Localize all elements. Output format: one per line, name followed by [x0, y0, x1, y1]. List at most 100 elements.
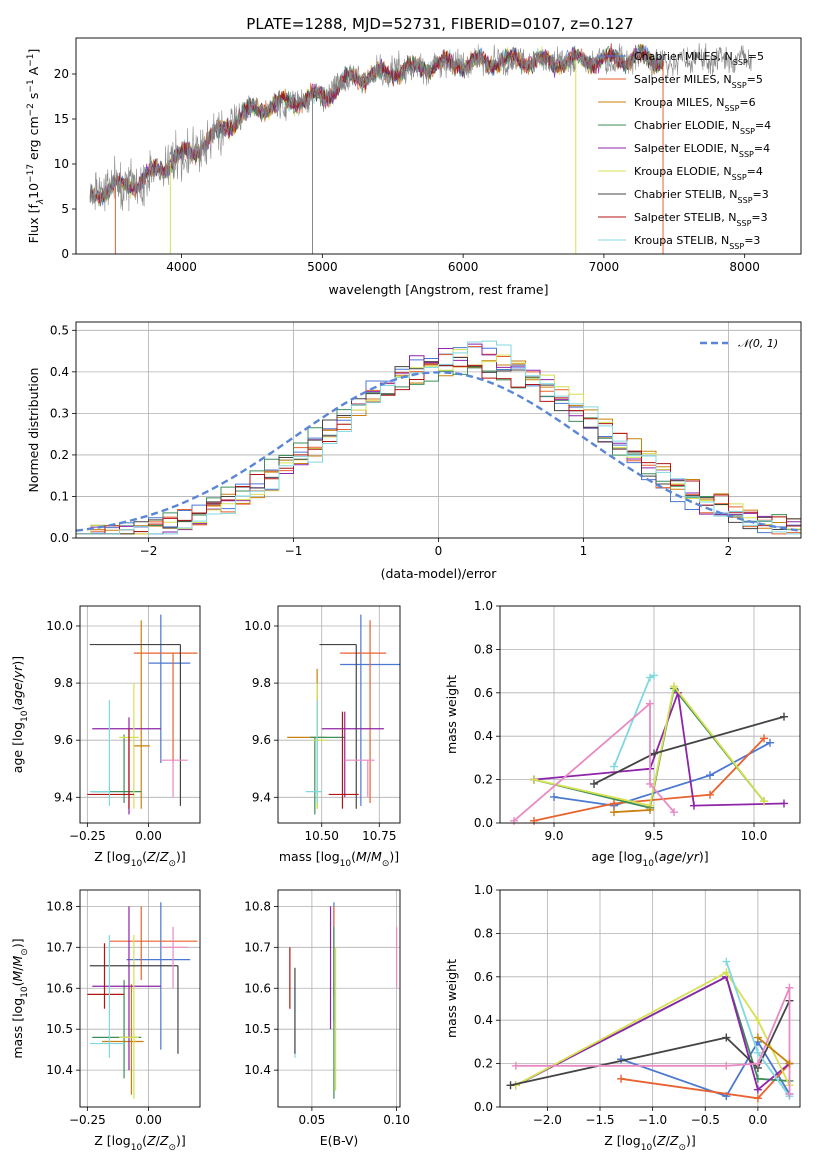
mass-weight-marker — [753, 1059, 762, 1068]
y-tick-label: 0.8 — [474, 926, 493, 940]
legend-entry: Chabrier STELIB, NSSP=3 — [634, 188, 769, 205]
y-tick-label: 10.6 — [46, 981, 73, 995]
x-tick-label: 10.50 — [305, 829, 339, 843]
mass_vs_Z-x-axis-label: Z [log10(Z/Z⊙)] — [94, 1133, 186, 1153]
y-tick-label: 0.1 — [50, 489, 69, 503]
y-tick-label: 0.5 — [50, 323, 69, 337]
mass-weight-marker — [510, 816, 518, 825]
mass_vs_Z-y-axis-label: mass [log10(M/M⊙)] — [10, 938, 30, 1058]
x-tick-label: 9.0 — [544, 829, 563, 843]
weight_vs_age-panel: 9.0 9.5 10.0 0.0 0.2 0.4 0.6 0.8 1.0 age [log10(a… — [444, 599, 801, 869]
y-tick-label: 10 — [54, 157, 69, 171]
y-tick-label: 0.2 — [474, 773, 493, 787]
axes-frame — [79, 605, 201, 824]
mass-weight-marker — [617, 1074, 626, 1083]
y-tick-label: 9.6 — [54, 733, 73, 747]
x-tick-label: 0.0 — [748, 1113, 767, 1127]
x-tick-label: 1 — [580, 544, 588, 558]
x-tick-label: 0.10 — [383, 1113, 410, 1127]
weight_vs_Z-panel: −2.0 −1.5 −1.0 −0.5 0.0 0.0 0.2 0.4 0.6 0.8 1.0 Z [… — [444, 883, 801, 1153]
y-tick-label: 5 — [61, 202, 69, 216]
y-tick-label: 0.3 — [50, 406, 69, 420]
age_vs_Z-y-axis-label: age [log10(age/yr)] — [10, 656, 30, 773]
spectrum-y-axis-label: Flux [fλ10−17 erg cm−2 s−1 A−1] — [26, 49, 46, 244]
x-tick-label: −1.5 — [585, 1113, 614, 1127]
mass-weight-line — [613, 674, 655, 767]
x-tick-label: −0.25 — [69, 1113, 106, 1127]
y-tick-label: 9.8 — [54, 676, 73, 690]
age_vs_Z-x-axis-label: Z [log10(Z/Z⊙)] — [94, 849, 186, 869]
legend-entry: Kroupa ELODIE, NSSP=4 — [634, 165, 763, 182]
mass-weight-marker — [610, 808, 618, 817]
mass-weight-marker — [722, 1061, 731, 1070]
y-tick-label: 0.6 — [474, 686, 493, 700]
residual-y-axis-label: Normed distribution — [26, 368, 41, 493]
y-tick-label: 0.6 — [474, 970, 493, 984]
mass-weight-line — [553, 741, 771, 807]
y-tick-label: 9.8 — [252, 676, 271, 690]
y-tick-label: 0.0 — [474, 1100, 493, 1114]
age_vs_mass-panel: 10.50 10.75 9.4 9.6 9.8 10.0 mass [log10(M/M⊙)… — [244, 605, 401, 869]
axes-frame — [75, 37, 802, 255]
spectrum-panel: 4000 5000 6000 7000 8000 0 5 10 15 20 wavelength [… — [26, 37, 802, 297]
y-tick-label: 15 — [54, 112, 69, 126]
mass-weight-marker — [753, 1033, 762, 1042]
mass-weight-marker — [760, 734, 768, 743]
legend-entry: Chabrier MILES, NSSP=5 — [634, 50, 764, 67]
y-tick-label: 10.8 — [244, 899, 271, 913]
y-tick-label: 10.4 — [244, 1063, 271, 1077]
y-tick-label: 20 — [54, 67, 69, 81]
x-tick-label: 0.00 — [135, 1113, 162, 1127]
y-tick-label: 10.8 — [46, 899, 73, 913]
y-tick-label: 1.0 — [474, 883, 493, 897]
weight_vs_Z-y-axis-label: mass weight — [444, 959, 459, 1038]
x-tick-label: 6000 — [448, 260, 479, 274]
age_vs_Z-panel: −0.25 0.00 9.4 9.6 9.8 10.0 Z [log10(Z/Z⊙)] age… — [10, 605, 201, 869]
x-tick-label: 10.75 — [362, 829, 396, 843]
mass-weight-marker — [785, 1059, 794, 1068]
y-tick-label: 0.2 — [474, 1057, 493, 1071]
x-tick-label: −2 — [140, 544, 158, 558]
mass-weight-marker — [670, 808, 678, 817]
legend-entry: Salpeter MILES, NSSP=5 — [634, 73, 763, 90]
mass-weight-marker — [785, 983, 794, 992]
legend-entry: 𝒩(0, 1) — [738, 337, 778, 350]
x-tick-label: 4000 — [166, 260, 197, 274]
y-tick-label: 10.7 — [46, 940, 73, 954]
legend-entry: Salpeter STELIB, NSSP=3 — [634, 211, 768, 228]
y-tick-label: 9.4 — [252, 790, 271, 804]
weight_vs_age-x-axis-label: age [log10(age/yr)] — [591, 849, 708, 869]
x-tick-label: 5000 — [307, 260, 338, 274]
mass-weight-line — [533, 684, 765, 807]
mass-weight-marker — [550, 792, 558, 801]
x-tick-label: −1.0 — [638, 1113, 667, 1127]
x-tick-label: −1 — [285, 544, 303, 558]
mass-weight-marker — [610, 799, 618, 808]
y-tick-label: 10.0 — [46, 619, 73, 633]
mass-weight-line — [620, 1040, 791, 1098]
x-tick-label: 10.0 — [741, 829, 768, 843]
weight_vs_Z-x-axis-label: Z [log10(Z/Z⊙)] — [604, 1133, 696, 1153]
legend-entry: Salpeter ELODIE, NSSP=4 — [634, 142, 770, 159]
mass-weight-marker — [530, 816, 538, 825]
mass-weight-marker — [780, 799, 788, 808]
mass-weight-marker — [646, 699, 654, 708]
legend-entry: Chabrier ELODIE, NSSP=4 — [634, 119, 771, 136]
legend-entry: Kroupa MILES, NSSP=6 — [634, 96, 756, 113]
axes-frame — [277, 605, 401, 824]
mass-weight-line — [510, 1000, 791, 1087]
mass-weight-marker — [722, 968, 731, 977]
y-tick-label: 1.0 — [474, 599, 493, 613]
y-tick-label: 10.7 — [244, 940, 271, 954]
mass-weight-marker — [610, 762, 618, 771]
mass-weight-line — [757, 1036, 791, 1065]
residual-histogram — [76, 340, 801, 535]
axes-frame — [277, 889, 401, 1108]
mass-weight-marker — [646, 805, 654, 814]
mass-weight-marker — [646, 779, 654, 788]
mass-weight-marker — [753, 1048, 762, 1057]
mass-weight-marker — [766, 738, 774, 747]
x-tick-label: −2.0 — [533, 1113, 562, 1127]
mass-weight-marker — [506, 1081, 515, 1090]
